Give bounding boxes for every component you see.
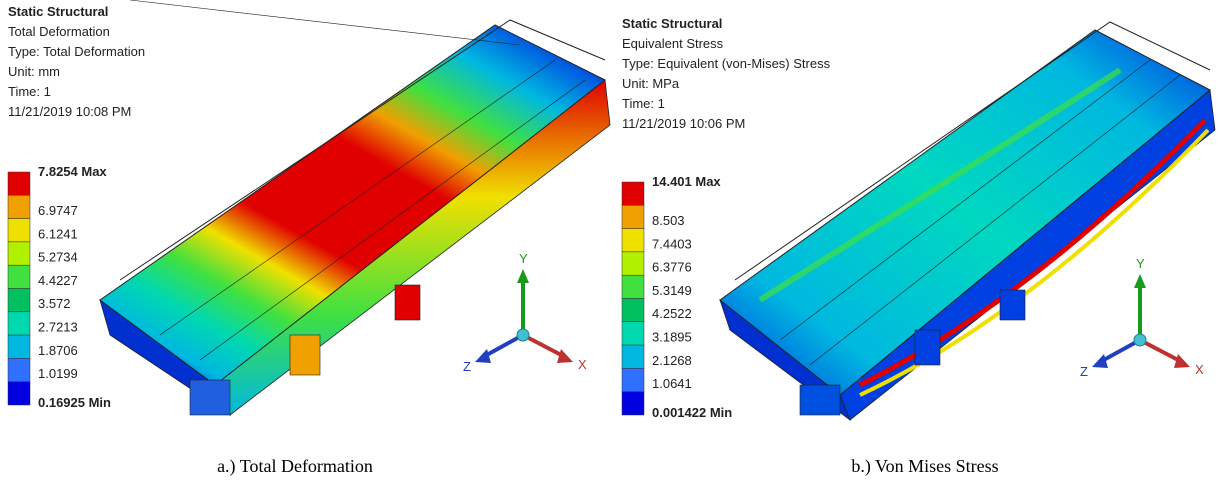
legend-label: 5.2734	[38, 250, 78, 265]
header-title: Static Structural	[622, 16, 722, 31]
legend-label: 6.9747	[38, 203, 78, 218]
legend-swatch	[8, 382, 30, 405]
triad-z-head	[1092, 354, 1108, 368]
triad-label-y: Y	[1136, 256, 1145, 271]
model-deformation	[100, 0, 610, 415]
legend-swatch	[8, 358, 30, 381]
triad-origin	[517, 329, 529, 341]
legend-label: 6.1241	[38, 226, 78, 241]
header-line: Time: 1	[622, 96, 665, 111]
legend-swatch	[8, 289, 30, 312]
model-stress	[720, 22, 1215, 420]
legend-label: 14.401 Max	[652, 174, 721, 189]
legend-swatch	[622, 392, 644, 415]
triad-z	[1100, 340, 1140, 362]
legend-label: 8.503	[652, 213, 685, 228]
header-line: Type: Equivalent (von-Mises) Stress	[622, 56, 831, 71]
triad-z-head	[475, 349, 491, 363]
header-line: Total Deformation	[8, 24, 110, 39]
triad-label-x: X	[1195, 362, 1204, 377]
legend-label: 3.572	[38, 296, 71, 311]
triad-z	[483, 335, 523, 357]
legend-label: 0.001422 Min	[652, 405, 732, 420]
legend-swatch	[622, 299, 644, 322]
legend-label: 7.8254 Max	[38, 164, 107, 179]
triad-origin	[1134, 334, 1146, 346]
legend-label: 4.2522	[652, 306, 692, 321]
triad-x-head	[1174, 354, 1190, 368]
header-line: Time: 1	[8, 84, 51, 99]
legend-label: 6.3776	[652, 260, 692, 275]
legend-swatch	[622, 345, 644, 368]
triad-label-x: X	[578, 357, 587, 372]
figure: Static Structural Total Deformation Type: …	[0, 0, 1231, 486]
legend-swatch	[8, 219, 30, 242]
legend-swatch	[622, 275, 644, 298]
legend-label: 2.1268	[652, 353, 692, 368]
triad-y-head	[517, 269, 529, 283]
legend-swatch	[622, 182, 644, 205]
legend-swatch	[8, 172, 30, 195]
legend-swatch	[622, 368, 644, 391]
triad-y-head	[1134, 274, 1146, 288]
legend-label: 5.3149	[652, 283, 692, 298]
triad-label-z: Z	[463, 359, 471, 374]
header-line: 11/21/2019 10:06 PM	[622, 116, 745, 131]
legend-label: 1.8706	[38, 343, 78, 358]
legend-swatch	[8, 195, 30, 218]
triad-x	[1140, 340, 1182, 362]
legend-swatch	[622, 205, 644, 228]
legend-swatch	[622, 229, 644, 252]
legend-label: 3.1895	[652, 329, 692, 344]
legend-label: 7.4403	[652, 236, 692, 251]
caption: b.) Von Mises Stress	[851, 456, 998, 477]
legend-swatch	[622, 322, 644, 345]
legend-swatch	[8, 312, 30, 335]
header-line: Unit: mm	[8, 64, 60, 79]
triad-x-head	[557, 349, 573, 363]
legend-swatch	[8, 265, 30, 288]
header-line: Unit: MPa	[622, 76, 680, 91]
header-line: 11/21/2019 10:08 PM	[8, 104, 131, 119]
legend-label: 2.7213	[38, 319, 78, 334]
triad-label-y: Y	[519, 251, 528, 266]
legend-swatch	[622, 252, 644, 275]
legend-swatch	[8, 335, 30, 358]
triad-label-z: Z	[1080, 364, 1088, 379]
legend-label: 1.0199	[38, 366, 78, 381]
header-line: Equivalent Stress	[622, 36, 724, 51]
legend-swatch	[8, 242, 30, 265]
legend-label: 0.16925 Min	[38, 395, 111, 410]
legend-label: 4.4227	[38, 273, 78, 288]
header-line: Type: Total Deformation	[8, 44, 145, 59]
legend-label: 1.0641	[652, 376, 692, 391]
triad-x	[523, 335, 565, 357]
header-title: Static Structural	[8, 4, 108, 19]
caption: a.) Total Deformation	[217, 456, 373, 477]
